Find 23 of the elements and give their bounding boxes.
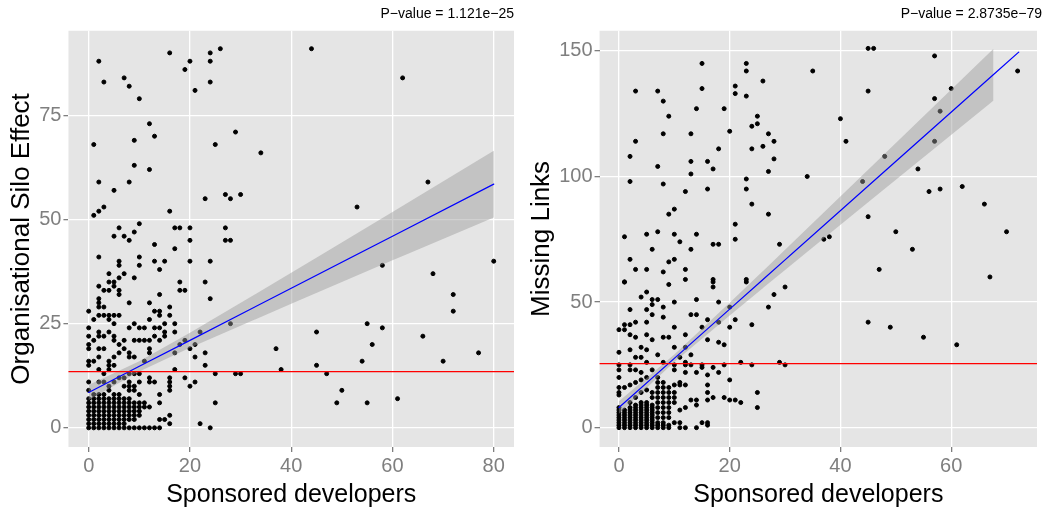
x-tick-label: 40 [280,453,303,476]
x-tick-label: 20 [178,453,202,476]
y-tick-label: 0 [50,415,62,438]
x-tick-label: 80 [482,453,505,476]
y-tick-label: 75 [39,102,62,125]
y-tick-label: 50 [39,207,62,230]
x-tick-label: 40 [829,453,852,476]
y-axis-title: Organisational Silo Effect [4,92,35,385]
y-tick-label: 150 [559,38,593,61]
y-tick-label: 50 [570,289,593,312]
x-tick-label: 0 [613,453,625,476]
chart-title: P−value = 1.121e−25 [380,5,515,22]
x-tick-label: 20 [718,453,741,476]
x-tick-label: 60 [381,453,404,476]
y-tick-label: 100 [559,164,593,186]
chart-title: P−value = 2.8735e−79 [900,5,1042,22]
y-tick-label: 0 [581,415,593,438]
y-tick-label: 25 [39,311,62,334]
x-axis-title: Sponsored developers [166,478,417,507]
x-axis-title: Sponsored developers [693,478,944,507]
y-axis-title: Missing Links [524,160,555,317]
x-tick-label: 0 [83,453,95,476]
x-tick-label: 60 [940,453,963,476]
